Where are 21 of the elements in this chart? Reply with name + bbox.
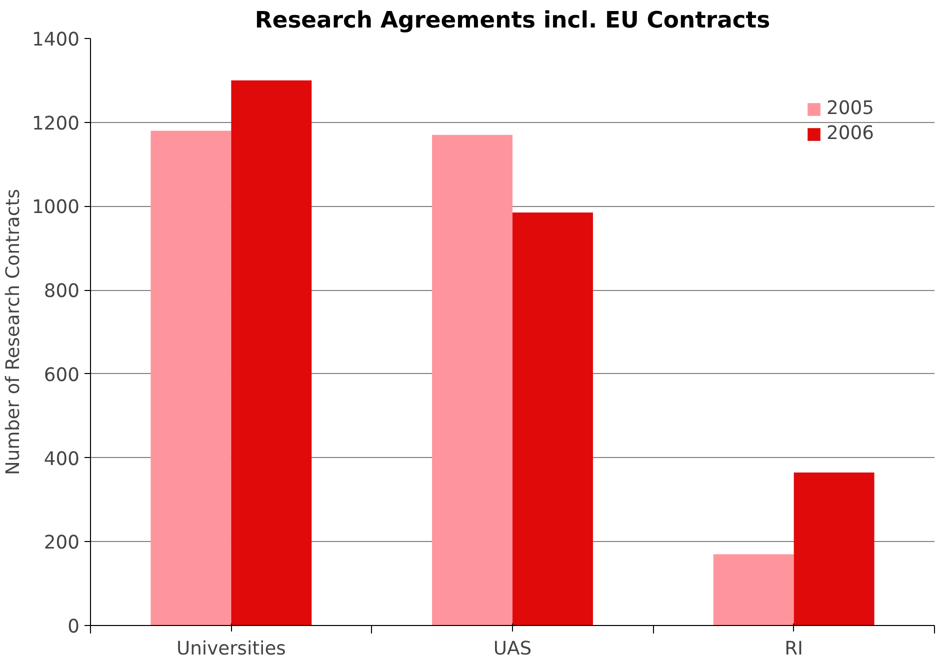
y-tick-label: 800 <box>44 281 80 302</box>
bar <box>512 212 593 626</box>
bar <box>231 80 312 626</box>
bar <box>432 134 512 626</box>
y-tick-label: 1200 <box>32 113 80 134</box>
bar <box>150 130 232 626</box>
x-tick-label: UAS <box>493 638 532 660</box>
x-tick-label: RI <box>784 638 804 660</box>
y-tick-label: 1000 <box>32 197 80 218</box>
y-tick-label: 0 <box>68 616 80 638</box>
y-tick-label: 600 <box>44 364 80 386</box>
bar <box>794 472 874 626</box>
y-axis-title: Number of Research Contracts <box>3 188 24 476</box>
y-tick-label: 1400 <box>32 30 80 50</box>
y-tick-label: 200 <box>44 532 80 554</box>
legend-label: 2006 <box>826 123 874 144</box>
bar <box>713 554 794 626</box>
chart-title: Research Agreements incl. EU Contracts <box>254 8 770 34</box>
x-tick-label: Universities <box>176 638 286 660</box>
y-tick-label: 400 <box>44 448 80 470</box>
legend-label: 2005 <box>826 98 874 119</box>
